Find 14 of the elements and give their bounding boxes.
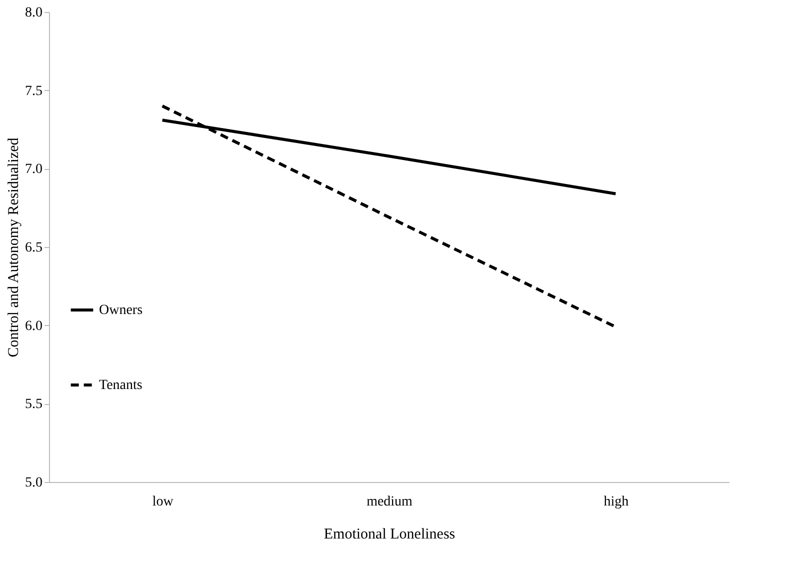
y-tick-label: 6.5 — [25, 240, 42, 256]
legend-label: Tenants — [99, 378, 142, 393]
x-tick-label: low — [152, 494, 174, 510]
legend-label: Owners — [99, 303, 143, 318]
y-tick-label: 8.0 — [25, 6, 42, 20]
y-tick-label: 5.5 — [25, 397, 42, 412]
y-tick-label: 5.0 — [25, 476, 42, 490]
y-tick-label: 7.5 — [25, 84, 42, 99]
y-axis-title: Control and Autonomy Residualized — [6, 137, 22, 358]
y-tick-label: 6.0 — [25, 318, 42, 334]
x-axis-title: Emotional Loneliness — [324, 526, 456, 542]
x-tick-label: medium — [366, 494, 413, 510]
y-tick-label: 7.0 — [25, 162, 42, 178]
x-tick-label: high — [604, 494, 629, 510]
